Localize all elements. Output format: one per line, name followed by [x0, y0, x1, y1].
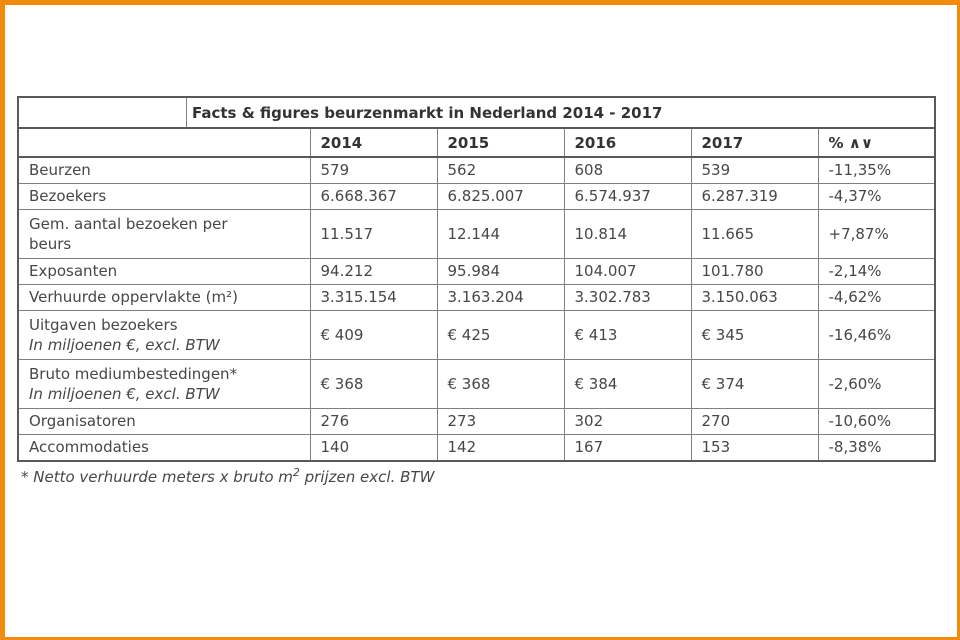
cell-value: 140 — [310, 434, 438, 460]
table-row: Exposanten 94.212 95.984 104.007 101.780 -2,1… — [19, 258, 934, 285]
data-table: 2014 2015 2016 2017 % ∧∨ Beurzen 579 562 60… — [19, 129, 934, 460]
table-row: Gem. aantal bezoeken per beurs 11.517 12.14… — [19, 209, 934, 259]
cell-value: 104.007 — [564, 258, 692, 285]
cell-value: -4,37% — [818, 183, 934, 210]
row-label: Uitgaven bezoekers In miljoenen €, excl. … — [19, 310, 311, 360]
cell-value: € 413 — [564, 310, 692, 360]
cell-value: +7,87% — [818, 209, 934, 259]
row-label: Bruto mediumbestedingen* In miljoenen €, … — [19, 359, 311, 409]
cell-value: 153 — [691, 434, 819, 460]
column-header-2015: 2015 — [437, 129, 565, 158]
column-header-2017: 2017 — [691, 129, 819, 158]
cell-value: € 425 — [437, 310, 565, 360]
table-row: Uitgaven bezoekers In miljoenen €, excl. … — [19, 310, 934, 360]
cell-value: 3.315.154 — [310, 284, 438, 311]
cell-value: -2,14% — [818, 258, 934, 285]
cell-value: 6.574.937 — [564, 183, 692, 210]
footnote-text-suffix: prijzen excl. BTW — [299, 468, 435, 486]
row-label: Accommodaties — [19, 434, 311, 460]
cell-value: € 374 — [691, 359, 819, 409]
cell-value: 273 — [437, 408, 565, 435]
cell-value: € 345 — [691, 310, 819, 360]
cell-value: 6.825.007 — [437, 183, 565, 210]
footnote-text: * Netto verhuurde meters x bruto m — [21, 468, 293, 486]
cell-value: 167 — [564, 434, 692, 460]
cell-value: 276 — [310, 408, 438, 435]
cell-value: -2,60% — [818, 359, 934, 409]
row-label: Bezoekers — [19, 183, 311, 210]
table-title: Facts & figures beurzenmarkt in Nederlan… — [192, 103, 663, 122]
cell-value: -4,62% — [818, 284, 934, 311]
header-row: 2014 2015 2016 2017 % ∧∨ — [19, 129, 934, 158]
footnote-superscript: 2 — [292, 466, 300, 479]
cell-value: € 368 — [437, 359, 565, 409]
row-label: Exposanten — [19, 258, 311, 285]
cell-value: 302 — [564, 408, 692, 435]
table-row: Verhuurde oppervlakte (m²) 3.315.154 3.163… — [19, 284, 934, 311]
column-header-pct-change: % ∧∨ — [818, 129, 934, 158]
cell-value: 3.302.783 — [564, 284, 692, 311]
cell-value: -16,46% — [818, 310, 934, 360]
cell-value: 3.163.204 — [437, 284, 565, 311]
cell-value: € 409 — [310, 310, 438, 360]
cell-value: 10.814 — [564, 209, 692, 259]
column-header-label — [19, 129, 311, 158]
table-body: Beurzen 579 562 608 539 -11,35% Bezoekers 6.668… — [19, 157, 934, 460]
cell-value: 270 — [691, 408, 819, 435]
row-label: Verhuurde oppervlakte (m²) — [19, 284, 311, 311]
cell-value: 6.668.367 — [310, 183, 438, 210]
cell-value: 12.144 — [437, 209, 565, 259]
cell-value: 6.287.319 — [691, 183, 819, 210]
row-label: Beurzen — [19, 157, 311, 184]
cell-value: 11.665 — [691, 209, 819, 259]
cell-value: -10,60% — [818, 408, 934, 435]
table-row: Bruto mediumbestedingen* In miljoenen €, … — [19, 359, 934, 409]
cell-value: 608 — [564, 157, 692, 184]
column-header-2016: 2016 — [564, 129, 692, 158]
cell-value: 3.150.063 — [691, 284, 819, 311]
cell-value: 539 — [691, 157, 819, 184]
cell-value: € 368 — [310, 359, 438, 409]
table-row: Beurzen 579 562 608 539 -11,35% — [19, 157, 934, 184]
table-row: Organisatoren 276 273 302 270 -10,60% — [19, 408, 934, 435]
table-title-row: Facts & figures beurzenmarkt in Nederlan… — [19, 98, 934, 129]
cell-value: -11,35% — [818, 157, 934, 184]
table-row: Accommodaties 140 142 167 153 -8,38% — [19, 434, 934, 460]
title-spacer-cell — [19, 98, 187, 127]
row-label: Gem. aantal bezoeken per beurs — [19, 209, 311, 259]
cell-value: 94.212 — [310, 258, 438, 285]
cell-value: 11.517 — [310, 209, 438, 259]
table-row: Bezoekers 6.668.367 6.825.007 6.574.937 6.28… — [19, 183, 934, 210]
cell-value: 562 — [437, 157, 565, 184]
facts-figures-table: Facts & figures beurzenmarkt in Nederlan… — [17, 96, 936, 462]
cell-value: 142 — [437, 434, 565, 460]
cell-value: 95.984 — [437, 258, 565, 285]
row-label: Organisatoren — [19, 408, 311, 435]
cell-value: € 384 — [564, 359, 692, 409]
cell-value: 579 — [310, 157, 438, 184]
cell-value: 101.780 — [691, 258, 819, 285]
column-header-2014: 2014 — [310, 129, 438, 158]
cell-value: -8,38% — [828, 438, 882, 457]
footnote: * Netto verhuurde meters x bruto m2 prij… — [21, 466, 957, 486]
